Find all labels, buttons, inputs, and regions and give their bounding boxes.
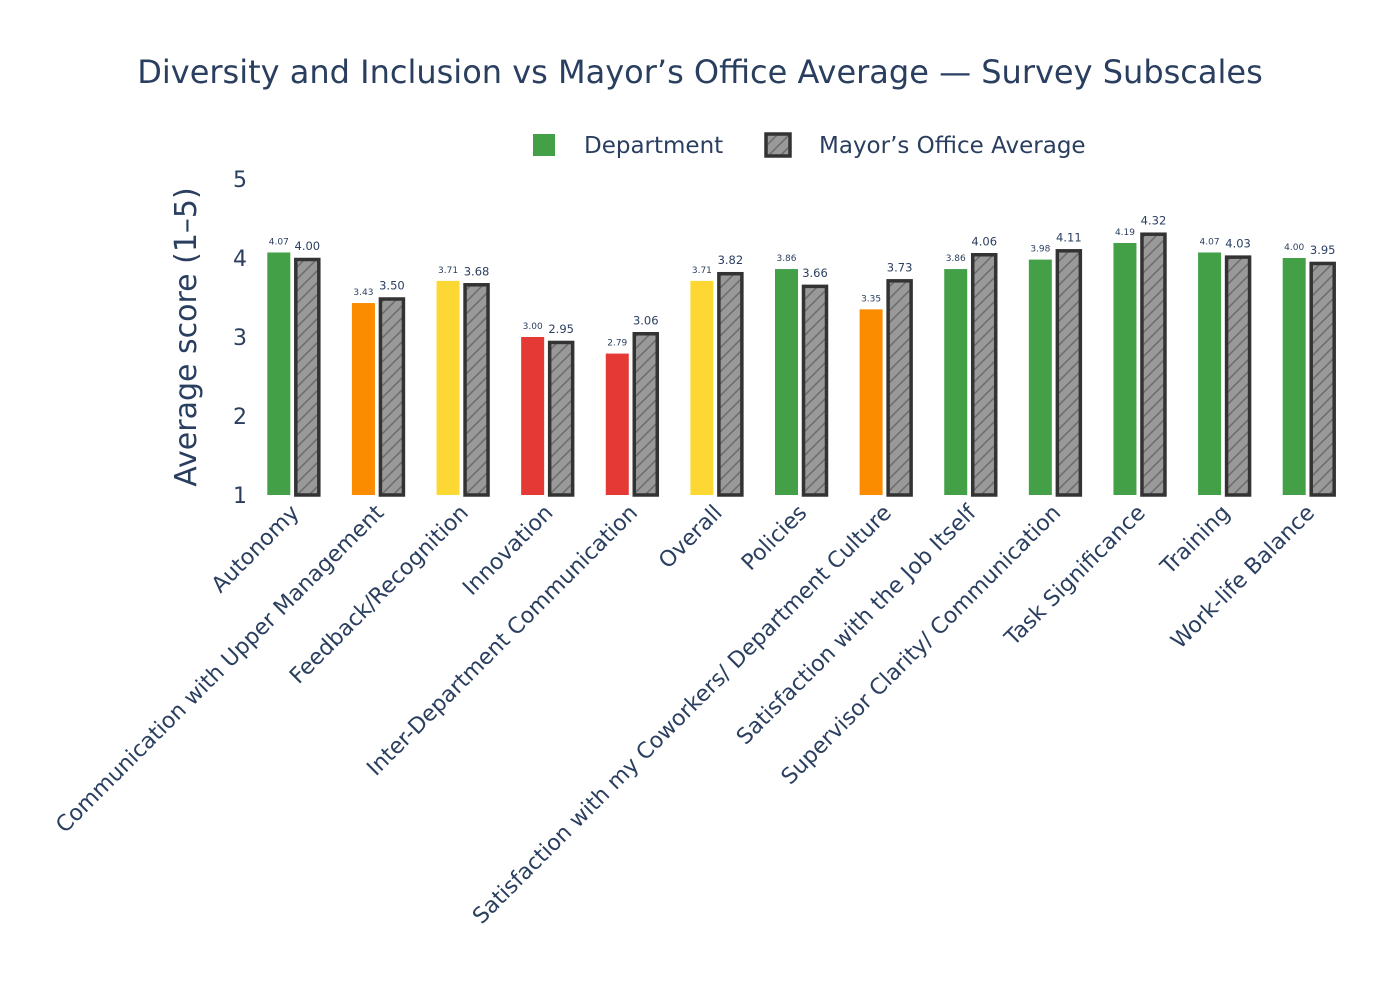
mayors-office-average-data-label: 3.73 [887,260,913,274]
mayors-office-average-data-label: 2.95 [548,322,574,336]
department-data-label: 3.71 [692,266,712,276]
legend-label-department: Department [584,133,723,159]
department-bar [1198,252,1222,495]
legend-swatch-mayors-office-average [764,132,792,158]
y-tick-label: 2 [233,405,247,430]
mayors-office-average-bar [1055,249,1083,497]
department-bar [775,269,798,495]
department-data-label: 4.07 [269,237,289,247]
mayors-office-average-bar [717,271,744,497]
mayors-office-average-bar [801,284,829,497]
mayors-office-average-bar [970,253,998,497]
department-data-label: 3.71 [438,266,458,276]
mayors-office-average-data-label: 3.50 [379,279,405,293]
mayors-office-average-bar [632,332,660,497]
department-bar [1113,242,1137,495]
department-bar [436,280,460,495]
x-tick-label: Policies [737,501,812,576]
x-tick-label: Training [1156,501,1236,581]
mayors-office-average-bar [378,297,406,497]
mayors-office-average-bar [294,257,321,497]
mayors-office-average-data-label: 4.00 [295,239,321,253]
department-data-label: 3.86 [776,254,796,264]
department-data-label: 3.43 [353,288,373,298]
y-axis: 1 2 3 4 5 [233,168,247,509]
mayors-office-average-bar [1140,232,1167,497]
department-data-label: 4.00 [1284,243,1304,253]
bars: 4.07 4.00 3.43 3.50 3.71 3.68 3.00 2.95 2.79 3.06… [267,214,1336,497]
x-tick-label: Communication with Upper Management [51,500,389,838]
department-bar [1282,258,1306,495]
legend-swatch-department [533,134,555,156]
department-data-label: 4.19 [1115,228,1135,238]
department-bar [1028,259,1052,495]
department-bar [944,269,968,495]
department-bar [690,280,714,495]
department-data-label: 3.98 [1030,245,1050,255]
mayors-office-average-bar [547,340,575,497]
y-tick-label: 5 [233,168,247,193]
mayors-office-average-data-label: 4.06 [971,234,997,248]
department-data-label: 3.00 [523,322,543,332]
department-data-label: 3.35 [861,294,881,304]
department-bar [605,353,629,495]
chart-title: Diversity and Inclusion vs Mayor’s Offic… [137,53,1263,91]
x-tick-label: Satisfaction with my Coworkers/ Departme… [468,501,897,930]
x-tick-label: Work-life Balance [1167,501,1320,654]
mayors-office-average-data-label: 4.03 [1225,237,1251,251]
mayors-office-average-data-label: 4.11 [1056,230,1082,244]
y-tick-label: 4 [233,247,247,272]
mayors-office-average-data-label: 3.68 [464,264,490,278]
department-bar [351,303,375,495]
mayors-office-average-bar [886,279,913,497]
mayors-office-average-bar [463,283,490,497]
y-tick-label: 1 [233,484,247,509]
x-tick-label: Task Significance [1000,501,1151,652]
department-bar [267,252,291,495]
mayors-office-average-data-label: 3.66 [802,266,828,280]
legend-label-mayors-office-average: Mayor’s Office Average [819,133,1086,159]
department-data-label: 4.07 [1200,237,1220,247]
department-data-label: 2.79 [607,339,627,349]
department-bar [859,309,883,495]
mayors-office-average-data-label: 3.82 [718,253,744,267]
y-tick-label: 3 [233,326,247,351]
legend: Department Mayor’s Office Average [533,132,1086,159]
mayors-office-average-data-label: 4.32 [1141,214,1167,228]
x-tick-label: Feedback/Recognition [285,501,474,690]
department-data-label: 3.86 [946,254,966,264]
mayors-office-average-data-label: 3.06 [633,313,659,327]
x-tick-label: Overall [654,501,727,574]
mayors-office-average-data-label: 3.95 [1310,243,1336,257]
mayors-office-average-bar [1224,255,1252,497]
y-axis-title: Average score (1–5) [169,187,204,486]
department-bar [521,337,545,495]
mayors-office-average-bar [1309,261,1336,497]
